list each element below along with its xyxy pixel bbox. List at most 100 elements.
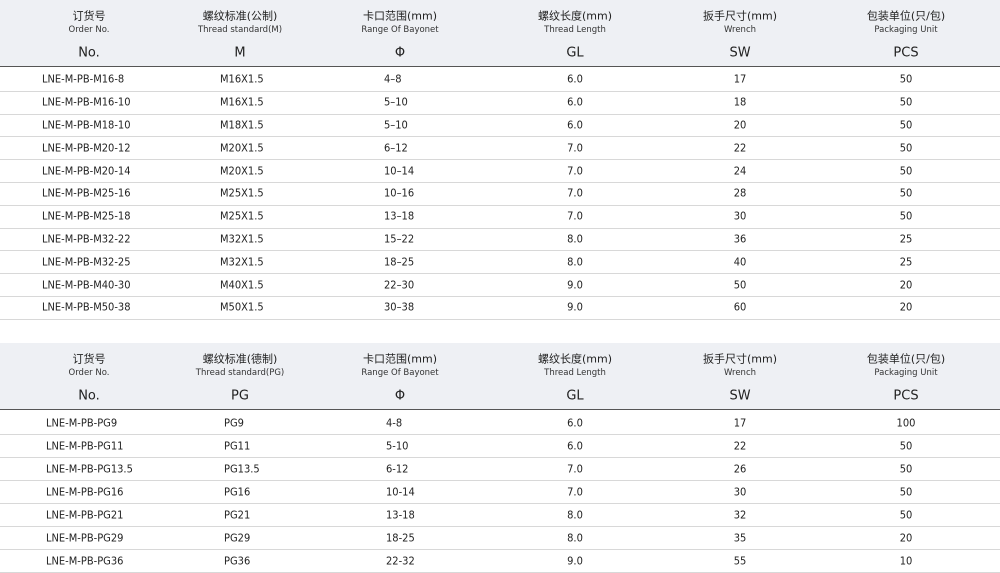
cell: 4-8 [386, 416, 403, 429]
row-separator [0, 480, 1000, 481]
header-code: No. [78, 388, 100, 404]
cell: 10–16 [384, 186, 415, 200]
header-cn: 订货号 [72, 9, 106, 23]
cell: 13-18 [386, 508, 415, 521]
cell: 50 [899, 209, 913, 223]
cell: M20X1.5 [220, 164, 264, 178]
cell: 10 [899, 554, 913, 567]
row-separator [0, 296, 1000, 297]
row-separator [0, 457, 1000, 458]
cell: 20 [899, 278, 913, 292]
cell: 40 [733, 255, 747, 269]
cell: 5–10 [384, 118, 408, 132]
cell: 50 [899, 462, 913, 475]
cell: 50 [899, 164, 913, 178]
row-separator [0, 318, 1000, 320]
cell: 6–12 [384, 141, 408, 155]
cell: 6.0 [567, 95, 583, 109]
cell: LNE-M-PB-M32-25 [42, 255, 131, 269]
cell: LNE-M-PB-PG9 [46, 416, 118, 429]
cell: 10-14 [386, 485, 415, 498]
header-code: PCS [893, 388, 919, 404]
row-separator [0, 90, 1000, 92]
cell: 24 [733, 164, 747, 178]
cell: 18–25 [384, 255, 415, 269]
cell: LNE-M-PB-M20-12 [42, 141, 131, 155]
header-en: Order No. [68, 24, 110, 35]
cell: 50 [733, 278, 747, 292]
header-code: M [234, 45, 246, 61]
header-code: SW [729, 45, 751, 61]
cell: 26 [733, 462, 747, 475]
cell: 36 [733, 232, 747, 246]
cell: 5–10 [384, 95, 408, 109]
cell: 6.0 [567, 439, 583, 452]
cell: 20 [899, 300, 913, 314]
header-en: Range Of Bayonet [361, 367, 439, 378]
cell: M25X1.5 [220, 186, 264, 200]
cell: 7.0 [567, 186, 583, 200]
cell: 8.0 [567, 508, 583, 521]
cell: 50 [899, 95, 913, 109]
cell: PG21 [224, 508, 251, 521]
header-cn: 螺纹长度(mm) [537, 352, 613, 366]
cell: PG11 [224, 439, 251, 452]
cell: 4–8 [384, 72, 402, 86]
cell: 60 [733, 300, 747, 314]
cell: 50 [899, 141, 913, 155]
cell: 8.0 [567, 232, 583, 246]
cell: 22-32 [386, 554, 415, 567]
cell: 17 [733, 416, 747, 429]
cell: 15–22 [384, 232, 415, 246]
cell: LNE-M-PB-PG11 [46, 439, 124, 452]
cell: LNE-M-PB-PG36 [46, 554, 124, 567]
cell: 50 [899, 186, 913, 200]
row-separator [0, 250, 1000, 252]
header-code: Φ [394, 45, 406, 61]
header-en: Packaging Unit [874, 24, 938, 35]
header-cn: 扳手尺寸(mm) [702, 9, 778, 23]
cell: M20X1.5 [220, 141, 264, 155]
row-separator [0, 159, 1000, 161]
header-code: No. [78, 45, 100, 61]
header-cn: 螺纹标准(德制) [202, 352, 278, 366]
cell: LNE-M-PB-M50-38 [42, 300, 131, 314]
cell: M16X1.5 [220, 72, 264, 86]
cell: PG29 [224, 531, 251, 544]
cell: 6-12 [386, 462, 409, 475]
header-en: Wrench [723, 24, 757, 35]
header-en: Range Of Bayonet [361, 24, 439, 35]
cell: 18-25 [386, 531, 415, 544]
header-code: SW [729, 388, 751, 404]
cell: M40X1.5 [220, 278, 264, 292]
header-en: Packaging Unit [874, 367, 938, 378]
cell: 9.0 [567, 554, 583, 567]
cell: 6.0 [567, 416, 583, 429]
cell: LNE-M-PB-M16-8 [42, 72, 125, 86]
row-separator [0, 434, 1000, 435]
header-cn: 订货号 [72, 352, 106, 366]
cell: 30 [733, 209, 747, 223]
cell: 7.0 [567, 462, 583, 475]
header-cn: 卡口范围(mm) [362, 352, 438, 366]
cell: 55 [733, 554, 747, 567]
header-code: GL [566, 388, 584, 404]
cell: LNE-M-PB-PG16 [46, 485, 124, 498]
cell: 22 [733, 439, 747, 452]
cell: LNE-M-PB-M25-16 [42, 186, 131, 200]
cell: 5-10 [386, 439, 409, 452]
cell: 30–38 [384, 300, 415, 314]
header-cn: 卡口范围(mm) [362, 9, 438, 23]
cell: PG16 [224, 485, 251, 498]
cell: 100 [896, 416, 916, 429]
cell: 25 [899, 232, 913, 246]
cell: LNE-M-PB-M32-22 [42, 232, 131, 246]
cell: 7.0 [567, 209, 583, 223]
row-separator [0, 526, 1000, 527]
header-en: Thread standard(PG) [195, 367, 285, 378]
row-separator [0, 113, 1000, 115]
cell: M50X1.5 [220, 300, 264, 314]
cell: 50 [899, 439, 913, 452]
header-en: Thread Length [544, 24, 606, 35]
